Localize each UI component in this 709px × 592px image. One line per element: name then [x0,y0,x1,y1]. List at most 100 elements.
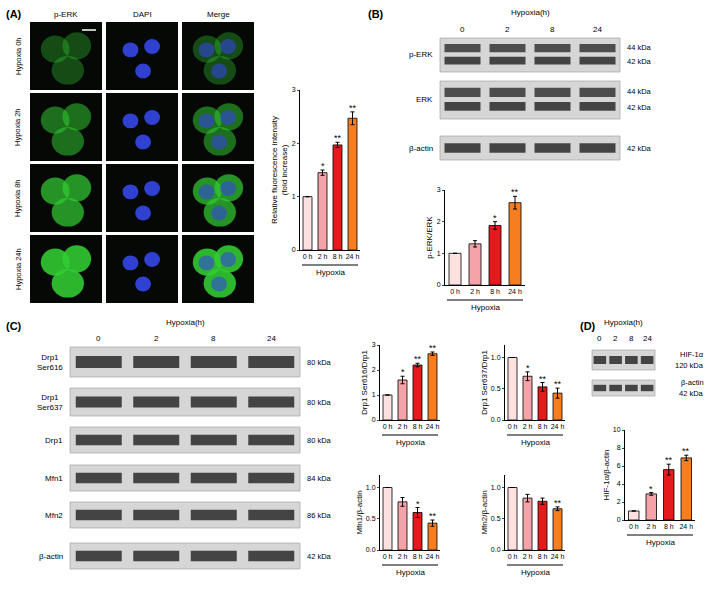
svg-text:8: 8 [550,25,555,34]
svg-text:ERK: ERK [416,95,433,104]
svg-text:2: 2 [437,218,441,225]
svg-text:0 h: 0 h [383,553,393,560]
svg-text:Hypoxia(h): Hypoxia(h) [166,318,205,327]
svg-text:0 h: 0 h [383,423,393,430]
svg-text:42 kDa: 42 kDa [679,389,704,398]
svg-text:1: 1 [372,391,376,398]
svg-text:8 h: 8 h [490,288,500,295]
svg-text:24 h: 24 h [508,288,522,295]
svg-text:8 h: 8 h [413,423,423,430]
svg-text:8 h: 8 h [333,253,343,260]
svg-text:Hypoxia 2h: Hypoxia 2h [13,108,22,146]
svg-text:6: 6 [617,462,621,469]
svg-text:Merge: Merge [207,10,230,19]
svg-text:Mfn1/β-actin: Mfn1/β-actin [355,490,364,534]
svg-text:2: 2 [505,25,510,34]
svg-text:**: ** [539,374,547,384]
svg-text:42 kDa: 42 kDa [627,103,652,112]
svg-text:2: 2 [617,498,621,505]
svg-text:3: 3 [372,341,376,348]
svg-text:24: 24 [643,334,652,343]
svg-text:0.0: 0.0 [491,546,501,553]
svg-text:β-actin: β-actin [39,552,63,561]
svg-text:Hypoxia(h): Hypoxia(h) [511,8,550,17]
svg-text:Hypoxia: Hypoxia [396,568,425,577]
svg-text:2 h: 2 h [318,253,328,260]
svg-text:0 h: 0 h [450,288,460,295]
svg-text:24 h: 24 h [426,553,440,560]
svg-text:2: 2 [613,334,618,343]
svg-text:*: * [649,484,653,494]
svg-text:0 h: 0 h [508,423,518,430]
svg-text:Hypoxia 0h: Hypoxia 0h [14,37,23,75]
svg-text:**: ** [429,511,437,521]
svg-text:Hypoxia: Hypoxia [521,438,550,447]
svg-text:24 h: 24 h [551,553,565,560]
svg-text:84 kDa: 84 kDa [307,474,332,483]
svg-text:(C): (C) [6,320,22,332]
svg-text:0.0: 0.0 [366,546,376,553]
svg-text:Hypoxia: Hypoxia [396,438,425,447]
svg-text:80 kDa: 80 kDa [307,436,332,445]
svg-text:24: 24 [593,25,602,34]
svg-text:8: 8 [629,334,634,343]
svg-text:Relative fluorescence intensit: Relative fluorescence intensity(fold inc… [270,116,289,224]
svg-text:2 h: 2 h [523,423,533,430]
svg-text:24 h: 24 h [679,523,693,530]
svg-text:2: 2 [154,334,159,343]
svg-text:80 kDa: 80 kDa [307,398,332,407]
svg-text:p-ERK/ERK: p-ERK/ERK [425,216,434,259]
svg-text:DAPI: DAPI [133,10,152,19]
svg-text:Hypoxia 8h: Hypoxia 8h [13,179,22,217]
svg-text:1.0: 1.0 [366,484,376,491]
svg-text:10: 10 [613,426,621,433]
svg-text:80 kDa: 80 kDa [307,358,332,367]
svg-text:24 h: 24 h [426,423,440,430]
svg-text:42 kDa: 42 kDa [307,552,332,561]
svg-text:2: 2 [292,140,296,147]
svg-text:2 h: 2 h [398,423,408,430]
svg-text:Hypoxia: Hypoxia [646,538,675,547]
svg-text:(D): (D) [580,320,596,332]
svg-text:0: 0 [292,246,296,253]
svg-text:HIF-1α: HIF-1α [680,350,704,359]
svg-text:2 h: 2 h [470,288,480,295]
svg-text:β-actin: β-actin [681,378,704,387]
svg-text:44 kDa: 44 kDa [627,87,652,96]
svg-text:0: 0 [617,516,621,523]
svg-text:1: 1 [437,250,441,257]
svg-text:**: ** [554,379,562,389]
svg-text:86 kDa: 86 kDa [307,511,332,520]
svg-text:8 h: 8 h [538,553,548,560]
svg-text:*: * [526,363,530,373]
svg-text:0.5: 0.5 [491,385,501,392]
svg-text:120 kDa: 120 kDa [675,361,704,370]
svg-text:Hypoxia(h): Hypoxia(h) [604,318,643,327]
svg-text:**: ** [349,103,357,113]
svg-text:0: 0 [597,334,602,343]
svg-text:Drp1Ser616: Drp1Ser616 [37,353,63,372]
svg-text:**: ** [511,187,519,197]
svg-text:1.0: 1.0 [491,484,501,491]
svg-text:(A): (A) [6,8,22,20]
svg-text:2 h: 2 h [523,553,533,560]
svg-text:**: ** [414,354,422,364]
svg-text:HIF-1α/β-actin: HIF-1α/β-actin [602,449,611,500]
svg-text:2: 2 [372,366,376,373]
svg-text:Drp1Ser637: Drp1Ser637 [37,393,63,412]
svg-text:0 h: 0 h [303,253,313,260]
svg-text:1.0: 1.0 [491,354,501,361]
svg-text:44 kDa: 44 kDa [627,43,652,52]
svg-text:β-actin: β-actin [409,144,433,153]
svg-text:3: 3 [437,186,441,193]
svg-text:24 h: 24 h [551,423,565,430]
svg-text:*: * [416,499,420,509]
svg-text:0: 0 [96,334,101,343]
svg-text:Mfn1: Mfn1 [45,474,63,483]
svg-text:**: ** [334,133,342,143]
svg-text:42 kDa: 42 kDa [627,144,652,153]
svg-text:8: 8 [617,444,621,451]
svg-text:**: ** [665,455,673,465]
svg-text:Drp1: Drp1 [45,436,63,445]
svg-text:0.5: 0.5 [366,515,376,522]
